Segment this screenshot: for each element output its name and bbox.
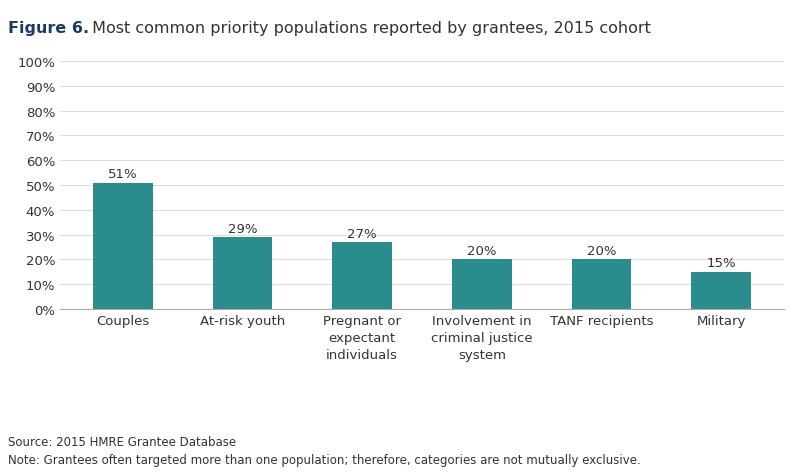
Bar	[332, 243, 392, 309]
Text: Most common priority populations reported by grantees, 2015 cohort: Most common priority populations reporte…	[87, 21, 651, 36]
Text: 51%: 51%	[108, 168, 138, 181]
Text: 27%: 27%	[347, 227, 377, 240]
Bar	[452, 260, 512, 309]
Bar	[213, 238, 273, 309]
Text: Note: Grantees often targeted more than one population; therefore, categories ar: Note: Grantees often targeted more than …	[8, 453, 641, 466]
Text: 20%: 20%	[586, 245, 616, 258]
Text: 15%: 15%	[706, 257, 736, 270]
Text: 29%: 29%	[228, 222, 258, 235]
Bar	[93, 183, 153, 309]
Text: 20%: 20%	[467, 245, 497, 258]
Bar	[571, 260, 631, 309]
Text: Source: 2015 HMRE Grantee Database: Source: 2015 HMRE Grantee Database	[8, 436, 236, 448]
Bar	[691, 272, 751, 309]
Text: Figure 6.: Figure 6.	[8, 21, 89, 36]
